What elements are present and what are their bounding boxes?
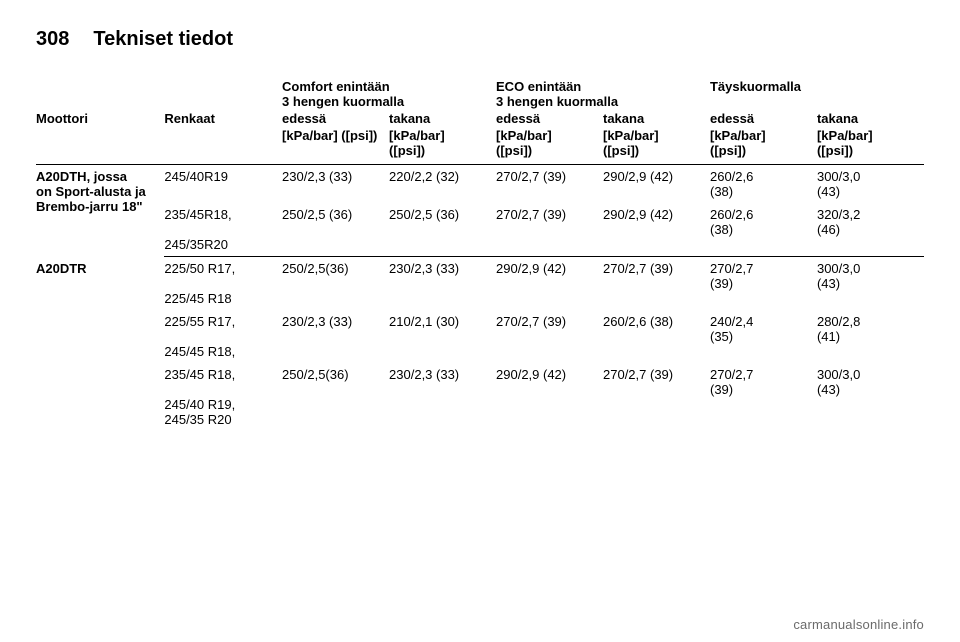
cell-er: 260/2,6 (38) bbox=[603, 310, 710, 363]
cell-cr: 230/2,3 (33) bbox=[389, 257, 496, 311]
table-row: 235/45 R18, 245/40 R19, 245/35 R20 250/2… bbox=[36, 363, 924, 431]
page-header: 308 Tekniset tiedot bbox=[36, 28, 924, 51]
cell-cf: 230/2,3 (33) bbox=[282, 165, 389, 204]
page-number: 308 bbox=[36, 28, 69, 51]
unit-er: [kPa/bar] ([psi]) bbox=[603, 128, 710, 165]
unit-ff: [kPa/bar] ([psi]) bbox=[710, 128, 817, 165]
cell-cf: 250/2,5 (36) bbox=[282, 203, 389, 257]
cell-cf: 250/2,5(36) bbox=[282, 363, 389, 431]
col-tyres: Renkaat bbox=[164, 111, 282, 128]
table-row: 235/45R18, 245/35R20 250/2,5 (36) 250/2,… bbox=[36, 203, 924, 257]
unit-fr: [kPa/bar] ([psi]) bbox=[817, 128, 924, 165]
cell-fr: 300/3,0 (43) bbox=[817, 363, 924, 431]
cell-er: 270/2,7 (39) bbox=[603, 363, 710, 431]
page: 308 Tekniset tiedot Comfort enintään 3 h… bbox=[0, 0, 960, 642]
cell-cr: 210/2,1 (30) bbox=[389, 310, 496, 363]
page-title: Tekniset tiedot bbox=[93, 28, 233, 51]
col-comfort-front: edessä bbox=[282, 111, 389, 128]
cell-ff: 260/2,6 (38) bbox=[710, 203, 817, 257]
cell-er: 270/2,7 (39) bbox=[603, 257, 710, 311]
col-full-front: edessä bbox=[710, 111, 817, 128]
col-full-rear: takana bbox=[817, 111, 924, 128]
col-engine: Moottori bbox=[36, 111, 164, 128]
cell-ff: 270/2,7 (39) bbox=[710, 363, 817, 431]
cell-ef: 290/2,9 (42) bbox=[496, 363, 603, 431]
cell-ef: 270/2,7 (39) bbox=[496, 165, 603, 204]
cell-tyres: 235/45 R18, 245/40 R19, 245/35 R20 bbox=[164, 363, 282, 431]
cell-ff: 260/2,6 (38) bbox=[710, 165, 817, 204]
table-row: 225/55 R17, 245/45 R18, 230/2,3 (33) 210… bbox=[36, 310, 924, 363]
cell-ef: 270/2,7 (39) bbox=[496, 310, 603, 363]
cell-ff: 270/2,7 (39) bbox=[710, 257, 817, 311]
cell-ef: 270/2,7 (39) bbox=[496, 203, 603, 257]
unit-cr: [kPa/bar] ([psi]) bbox=[389, 128, 496, 165]
cell-fr: 280/2,8 (41) bbox=[817, 310, 924, 363]
cell-er: 290/2,9 (42) bbox=[603, 203, 710, 257]
cell-cr: 250/2,5 (36) bbox=[389, 203, 496, 257]
cell-ff: 240/2,4 (35) bbox=[710, 310, 817, 363]
tyre-pressure-table: Comfort enintään 3 hengen kuormalla ECO … bbox=[36, 79, 924, 431]
unit-cf: [kPa/bar] ([psi]) bbox=[282, 128, 389, 165]
cell-fr: 300/3,0 (43) bbox=[817, 165, 924, 204]
group-comfort: Comfort enintään 3 hengen kuormalla bbox=[282, 79, 496, 111]
group-full: Täyskuormalla bbox=[710, 79, 924, 111]
table-row: A20DTH, jossa on Sport-alusta ja Brembo-… bbox=[36, 165, 924, 204]
cell-engine: A20DTR bbox=[36, 257, 164, 432]
cell-tyres: 225/55 R17, 245/45 R18, bbox=[164, 310, 282, 363]
col-eco-rear: takana bbox=[603, 111, 710, 128]
table-body: A20DTH, jossa on Sport-alusta ja Brembo-… bbox=[36, 165, 924, 432]
sub-header-row: Moottori Renkaat edessä takana edessä ta… bbox=[36, 111, 924, 128]
unit-row: [kPa/bar] ([psi]) [kPa/bar] ([psi]) [kPa… bbox=[36, 128, 924, 165]
cell-engine: A20DTH, jossa on Sport-alusta ja Brembo-… bbox=[36, 165, 164, 257]
group-header-row: Comfort enintään 3 hengen kuormalla ECO … bbox=[36, 79, 924, 111]
unit-ef: [kPa/bar] ([psi]) bbox=[496, 128, 603, 165]
footer-watermark: carmanualsonline.info bbox=[793, 617, 924, 632]
cell-cf: 230/2,3 (33) bbox=[282, 310, 389, 363]
col-comfort-rear: takana bbox=[389, 111, 496, 128]
cell-ef: 290/2,9 (42) bbox=[496, 257, 603, 311]
cell-cr: 230/2,3 (33) bbox=[389, 363, 496, 431]
cell-fr: 320/3,2 (46) bbox=[817, 203, 924, 257]
col-eco-front: edessä bbox=[496, 111, 603, 128]
cell-tyres: 225/50 R17, 225/45 R18 bbox=[164, 257, 282, 311]
cell-er: 290/2,9 (42) bbox=[603, 165, 710, 204]
group-eco: ECO enintään 3 hengen kuormalla bbox=[496, 79, 710, 111]
table-row: A20DTR 225/50 R17, 225/45 R18 250/2,5(36… bbox=[36, 257, 924, 311]
cell-cr: 220/2,2 (32) bbox=[389, 165, 496, 204]
cell-fr: 300/3,0 (43) bbox=[817, 257, 924, 311]
cell-tyres: 235/45R18, 245/35R20 bbox=[164, 203, 282, 257]
cell-tyres: 245/40R19 bbox=[164, 165, 282, 204]
cell-cf: 250/2,5(36) bbox=[282, 257, 389, 311]
